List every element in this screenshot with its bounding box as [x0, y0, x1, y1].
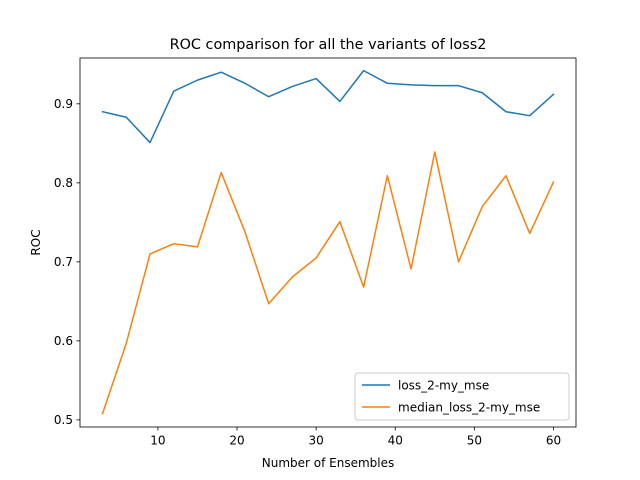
x-tick-label: 50	[467, 434, 482, 448]
y-tick-label: 0.8	[54, 176, 73, 190]
x-tick-label: 60	[546, 434, 561, 448]
y-tick-label: 0.9	[54, 97, 73, 111]
y-axis-label: ROC	[29, 229, 43, 255]
y-tick-label: 0.5	[54, 413, 73, 427]
y-tick-label: 0.7	[54, 255, 73, 269]
plot-lines	[101, 69, 555, 415]
y-tick-label: 0.6	[54, 334, 73, 348]
y-axis: 0.5 0.6 0.7 0.8 0.9	[54, 97, 80, 427]
series-line-0	[101, 69, 555, 144]
series-line-1	[101, 151, 555, 415]
x-tick-label: 40	[388, 434, 403, 448]
chart-title: ROC comparison for all the variants of l…	[170, 37, 487, 53]
plot-frame	[79, 57, 577, 428]
legend: loss_2-my_mse median_loss_2-my_mse	[354, 372, 570, 421]
legend-box	[354, 372, 570, 421]
x-axis-label: Number of Ensembles	[262, 456, 395, 470]
x-tick-label: 20	[229, 434, 244, 448]
legend-label-median-loss-2-my-mse: median_loss_2-my_mse	[398, 401, 540, 415]
x-tick-label: 30	[308, 434, 323, 448]
legend-label-loss-2-my-mse: loss_2-my_mse	[398, 379, 489, 393]
x-axis: 10 20 30 40 50 60	[150, 427, 561, 448]
x-tick-label: 10	[150, 434, 165, 448]
